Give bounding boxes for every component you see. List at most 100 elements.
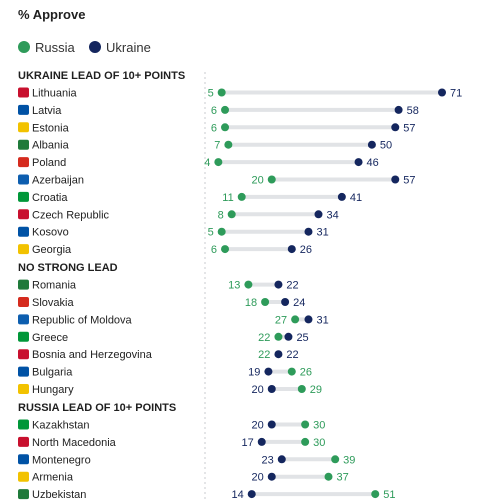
ukraine-value-label: 22 [286, 280, 298, 292]
legend-russia-label: Russia [35, 40, 76, 55]
flag-icon [18, 471, 29, 482]
russia-point [324, 472, 333, 481]
flag-icon [18, 384, 29, 394]
flag-icon [18, 297, 29, 307]
russia-value-label: 4 [204, 157, 210, 169]
country-label: Georgia [32, 244, 72, 256]
ukraine-point [267, 472, 276, 481]
ukraine-value-label: 17 [241, 437, 253, 449]
russia-value-label: 8 [218, 209, 224, 221]
ukraine-value-label: 19 [248, 367, 260, 379]
ukraine-point [287, 245, 296, 254]
ukraine-point [304, 315, 313, 324]
country-label: Greece [32, 332, 68, 344]
russia-value-label: 30 [313, 420, 325, 432]
russia-point [331, 455, 340, 464]
ukraine-point [267, 420, 276, 429]
flag-icon [18, 139, 29, 150]
ukraine-value-label: 57 [403, 122, 415, 134]
ukraine-point [274, 280, 283, 289]
flag-icon [18, 279, 29, 290]
flag-icon [18, 314, 29, 325]
russia-point [221, 123, 230, 132]
flag-icon [18, 226, 29, 237]
flag-icon [18, 157, 29, 168]
ukraine-point [391, 123, 400, 132]
russia-point [261, 298, 270, 306]
flag-icon [18, 489, 29, 500]
russia-value-label: 5 [208, 227, 214, 239]
ukraine-point [264, 367, 273, 376]
ukraine-point [438, 88, 446, 97]
russia-point [297, 385, 306, 393]
russia-point [214, 158, 223, 167]
flag-icon [18, 174, 29, 185]
country-label: Azerbaijan [32, 175, 84, 187]
country-label: Bulgaria [32, 367, 73, 379]
country-label: Croatia [32, 192, 68, 204]
russia-point [267, 175, 276, 184]
country-label: Latvia [32, 105, 62, 117]
russia-value-label: 13 [228, 280, 240, 292]
chart-rows: UKRAINE LEAD OF 10+ POINTS Lithuania 5 71 La… [18, 70, 462, 500]
ukraine-point [337, 192, 346, 201]
flag-icon [18, 436, 29, 447]
ukraine-point [277, 455, 286, 464]
flag-icon [18, 244, 29, 255]
ukraine-value-label: 58 [407, 105, 419, 117]
russia-point [217, 227, 226, 236]
country-label: Montenegro [32, 454, 91, 466]
country-label: Albania [32, 140, 70, 152]
legend-russia-swatch [18, 41, 30, 53]
ukraine-point [247, 490, 256, 499]
country-label: Kazakhstan [32, 420, 89, 432]
ukraine-value-label: 26 [300, 244, 312, 256]
russia-point [301, 420, 310, 429]
ukraine-value-label: 20 [252, 420, 264, 432]
ukraine-value-label: 20 [252, 384, 264, 396]
flag-icon [18, 349, 29, 360]
russia-point [287, 367, 296, 376]
russia-value-label: 26 [300, 367, 312, 379]
ukraine-value-label: 31 [316, 227, 328, 239]
russia-value-label: 22 [258, 349, 270, 361]
russia-point [221, 245, 230, 254]
ukraine-value-label: 14 [231, 489, 243, 500]
ukraine-point [281, 298, 290, 306]
country-label: Estonia [32, 122, 70, 134]
russia-value-label: 6 [211, 122, 217, 134]
group-title: RUSSIA LEAD OF 10+ POINTS [18, 402, 176, 414]
russia-point [221, 105, 230, 114]
ukraine-value-label: 20 [252, 472, 264, 484]
russia-value-label: 6 [211, 105, 217, 117]
ukraine-value-label: 71 [450, 88, 462, 100]
group-title: UKRAINE LEAD OF 10+ POINTS [18, 70, 185, 82]
country-label: Kosovo [32, 227, 69, 239]
flag-icon [18, 419, 29, 430]
ukraine-point [354, 158, 363, 167]
flag-icon [18, 191, 29, 202]
chart-subtitle: % Approve [18, 7, 85, 22]
legend: Russia Ukraine [18, 40, 151, 55]
russia-point [371, 490, 380, 499]
ukraine-point [284, 332, 293, 341]
ukraine-value-label: 46 [367, 157, 379, 169]
ukraine-value-label: 57 [403, 175, 415, 187]
country-label: Armenia [32, 472, 74, 484]
russia-value-label: 18 [245, 297, 257, 309]
russia-value-label: 20 [252, 175, 264, 187]
ukraine-point [391, 175, 400, 184]
russia-value-label: 27 [275, 314, 287, 326]
russia-value-label: 6 [211, 244, 217, 256]
russia-point [224, 140, 233, 149]
country-label: Uzbekistan [32, 489, 86, 500]
country-label: Poland [32, 157, 66, 169]
ukraine-point [367, 140, 376, 149]
ukraine-value-label: 34 [326, 209, 338, 221]
flag-icon [18, 122, 29, 133]
ukraine-value-label: 25 [296, 332, 308, 344]
russia-point [301, 437, 310, 446]
ukraine-value-label: 24 [293, 297, 305, 309]
country-label: Slovakia [32, 297, 74, 309]
